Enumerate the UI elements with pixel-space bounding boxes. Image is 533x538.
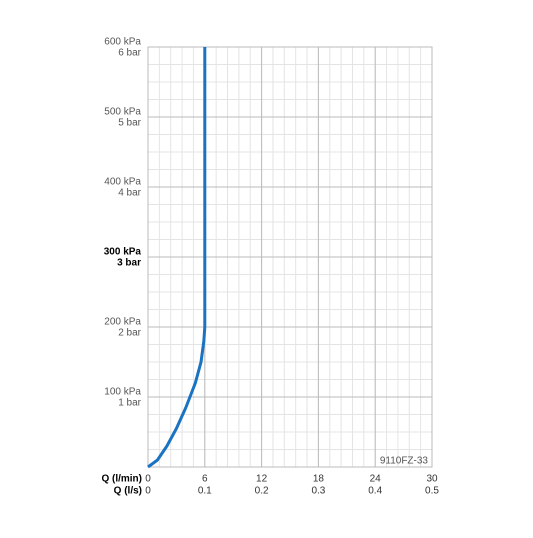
x2-axis-label: Q (l/s) bbox=[114, 486, 142, 497]
x2-tick-label: 0.4 bbox=[368, 486, 382, 497]
x-tick-label: 12 bbox=[256, 474, 268, 485]
y-tick-label: 300 kPa bbox=[104, 247, 142, 258]
flow-curve bbox=[147, 47, 207, 469]
y-tick-label: 400 kPa bbox=[104, 177, 141, 188]
y-tick-label: 200 kPa bbox=[104, 317, 141, 328]
x2-tick-label: 0.5 bbox=[425, 486, 439, 497]
x2-tick-label: 0.1 bbox=[198, 486, 212, 497]
y-tick-bar-label: 2 bar bbox=[118, 328, 141, 339]
x-tick-label: 30 bbox=[426, 474, 438, 485]
y-tick-bar-label: 3 bar bbox=[117, 258, 141, 269]
x2-tick-label: 0.3 bbox=[311, 486, 325, 497]
y-tick-bar-label: 4 bar bbox=[118, 188, 141, 199]
y-tick-bar-label: 5 bar bbox=[118, 118, 141, 129]
y-tick-bar-label: 1 bar bbox=[118, 398, 141, 409]
y-tick-bar-label: 6 bar bbox=[118, 48, 141, 59]
x-axis-label: Q (l/min) bbox=[101, 474, 142, 485]
x-tick-label: 6 bbox=[202, 474, 208, 485]
y-tick-label: 500 kPa bbox=[104, 107, 141, 118]
annotation: 9110FZ-33 bbox=[380, 456, 429, 467]
y-tick-label: 100 kPa bbox=[104, 387, 141, 398]
x-tick-label: 24 bbox=[370, 474, 382, 485]
y-tick-label: 600 kPa bbox=[104, 37, 141, 48]
x2-tick-label: 0 bbox=[145, 486, 151, 497]
x-tick-label: 0 bbox=[145, 474, 151, 485]
x-tick-label: 18 bbox=[313, 474, 325, 485]
x2-tick-label: 0.2 bbox=[255, 486, 269, 497]
